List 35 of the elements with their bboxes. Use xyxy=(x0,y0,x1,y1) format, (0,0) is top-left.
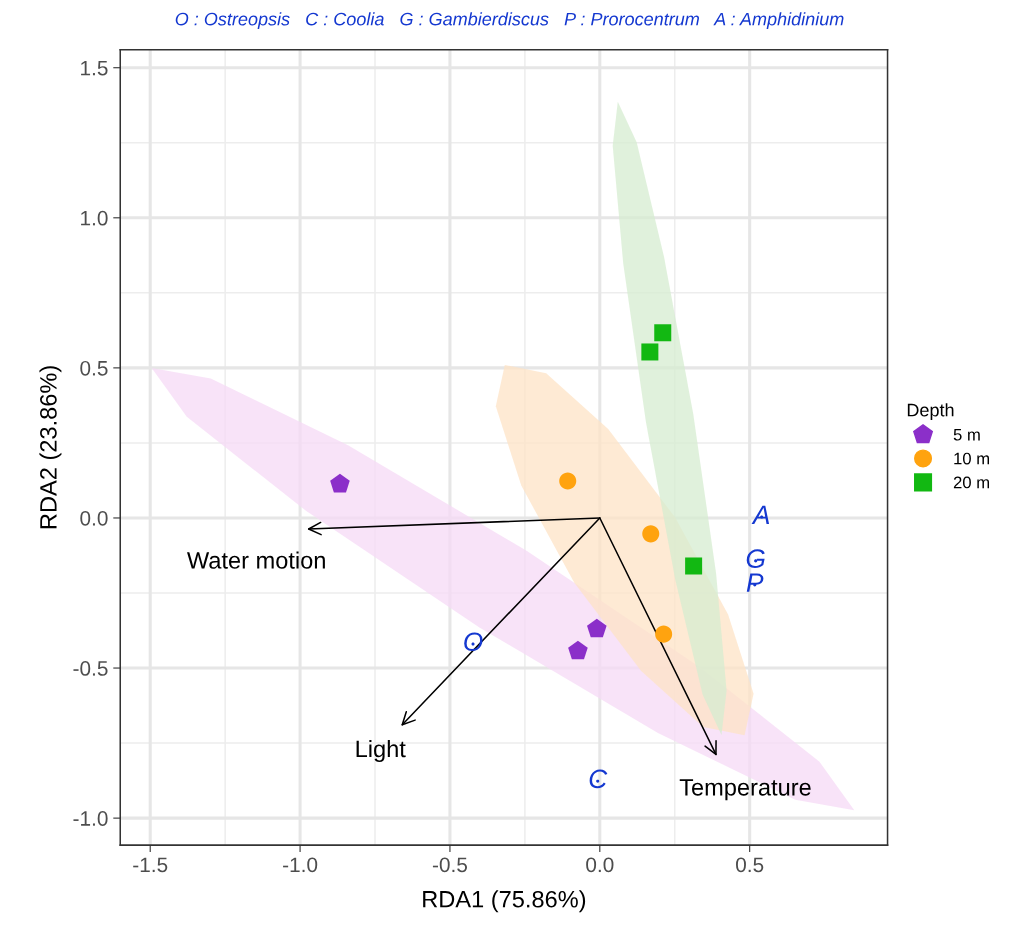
data-label: C xyxy=(589,769,608,789)
x-tick-label: 0.0 xyxy=(586,857,614,873)
point xyxy=(642,525,660,543)
point xyxy=(568,640,588,660)
point xyxy=(654,324,672,342)
x-tick-label: -1.0 xyxy=(283,857,318,873)
legend-label: 10 m xyxy=(954,452,989,465)
series-label: Temperature xyxy=(679,779,811,801)
x-tick-label: 0.5 xyxy=(736,857,764,873)
data-label: O xyxy=(464,632,483,652)
chart-title: O : Ostreopsis C : Coolia G : Gambierdiscus P : Prorocentrum A : Amphidinium xyxy=(175,12,844,30)
y-tick-label: -1.0 xyxy=(73,811,108,826)
y-tick-label: 0.5 xyxy=(80,360,108,376)
legend-title: Depth xyxy=(907,403,954,421)
legend-label: 5 m xyxy=(953,428,980,441)
legend-label: 20 m xyxy=(953,476,989,489)
y-tick-label: 1.0 xyxy=(81,210,108,226)
y-tick-label: 1.5 xyxy=(81,60,108,76)
y-tick-label: -0.5 xyxy=(73,661,108,676)
data-label: A xyxy=(751,505,770,524)
series-label: Light xyxy=(356,739,406,762)
point xyxy=(559,472,577,490)
point xyxy=(641,343,659,361)
data-label: P xyxy=(746,573,764,592)
point xyxy=(685,557,703,575)
point xyxy=(330,473,350,493)
x-axis-title: RDA1 (75.86%) xyxy=(423,890,586,913)
x-tick-label: -0.5 xyxy=(432,857,468,873)
x-tick-label: -1.5 xyxy=(133,857,168,873)
point xyxy=(587,618,607,638)
point xyxy=(655,625,673,643)
data-label: G xyxy=(746,549,765,568)
series-label: Water motion xyxy=(187,551,325,569)
y-tick-label: 0.0 xyxy=(80,510,108,526)
y-axis-title: RDA2 (23.86%) xyxy=(39,366,62,529)
